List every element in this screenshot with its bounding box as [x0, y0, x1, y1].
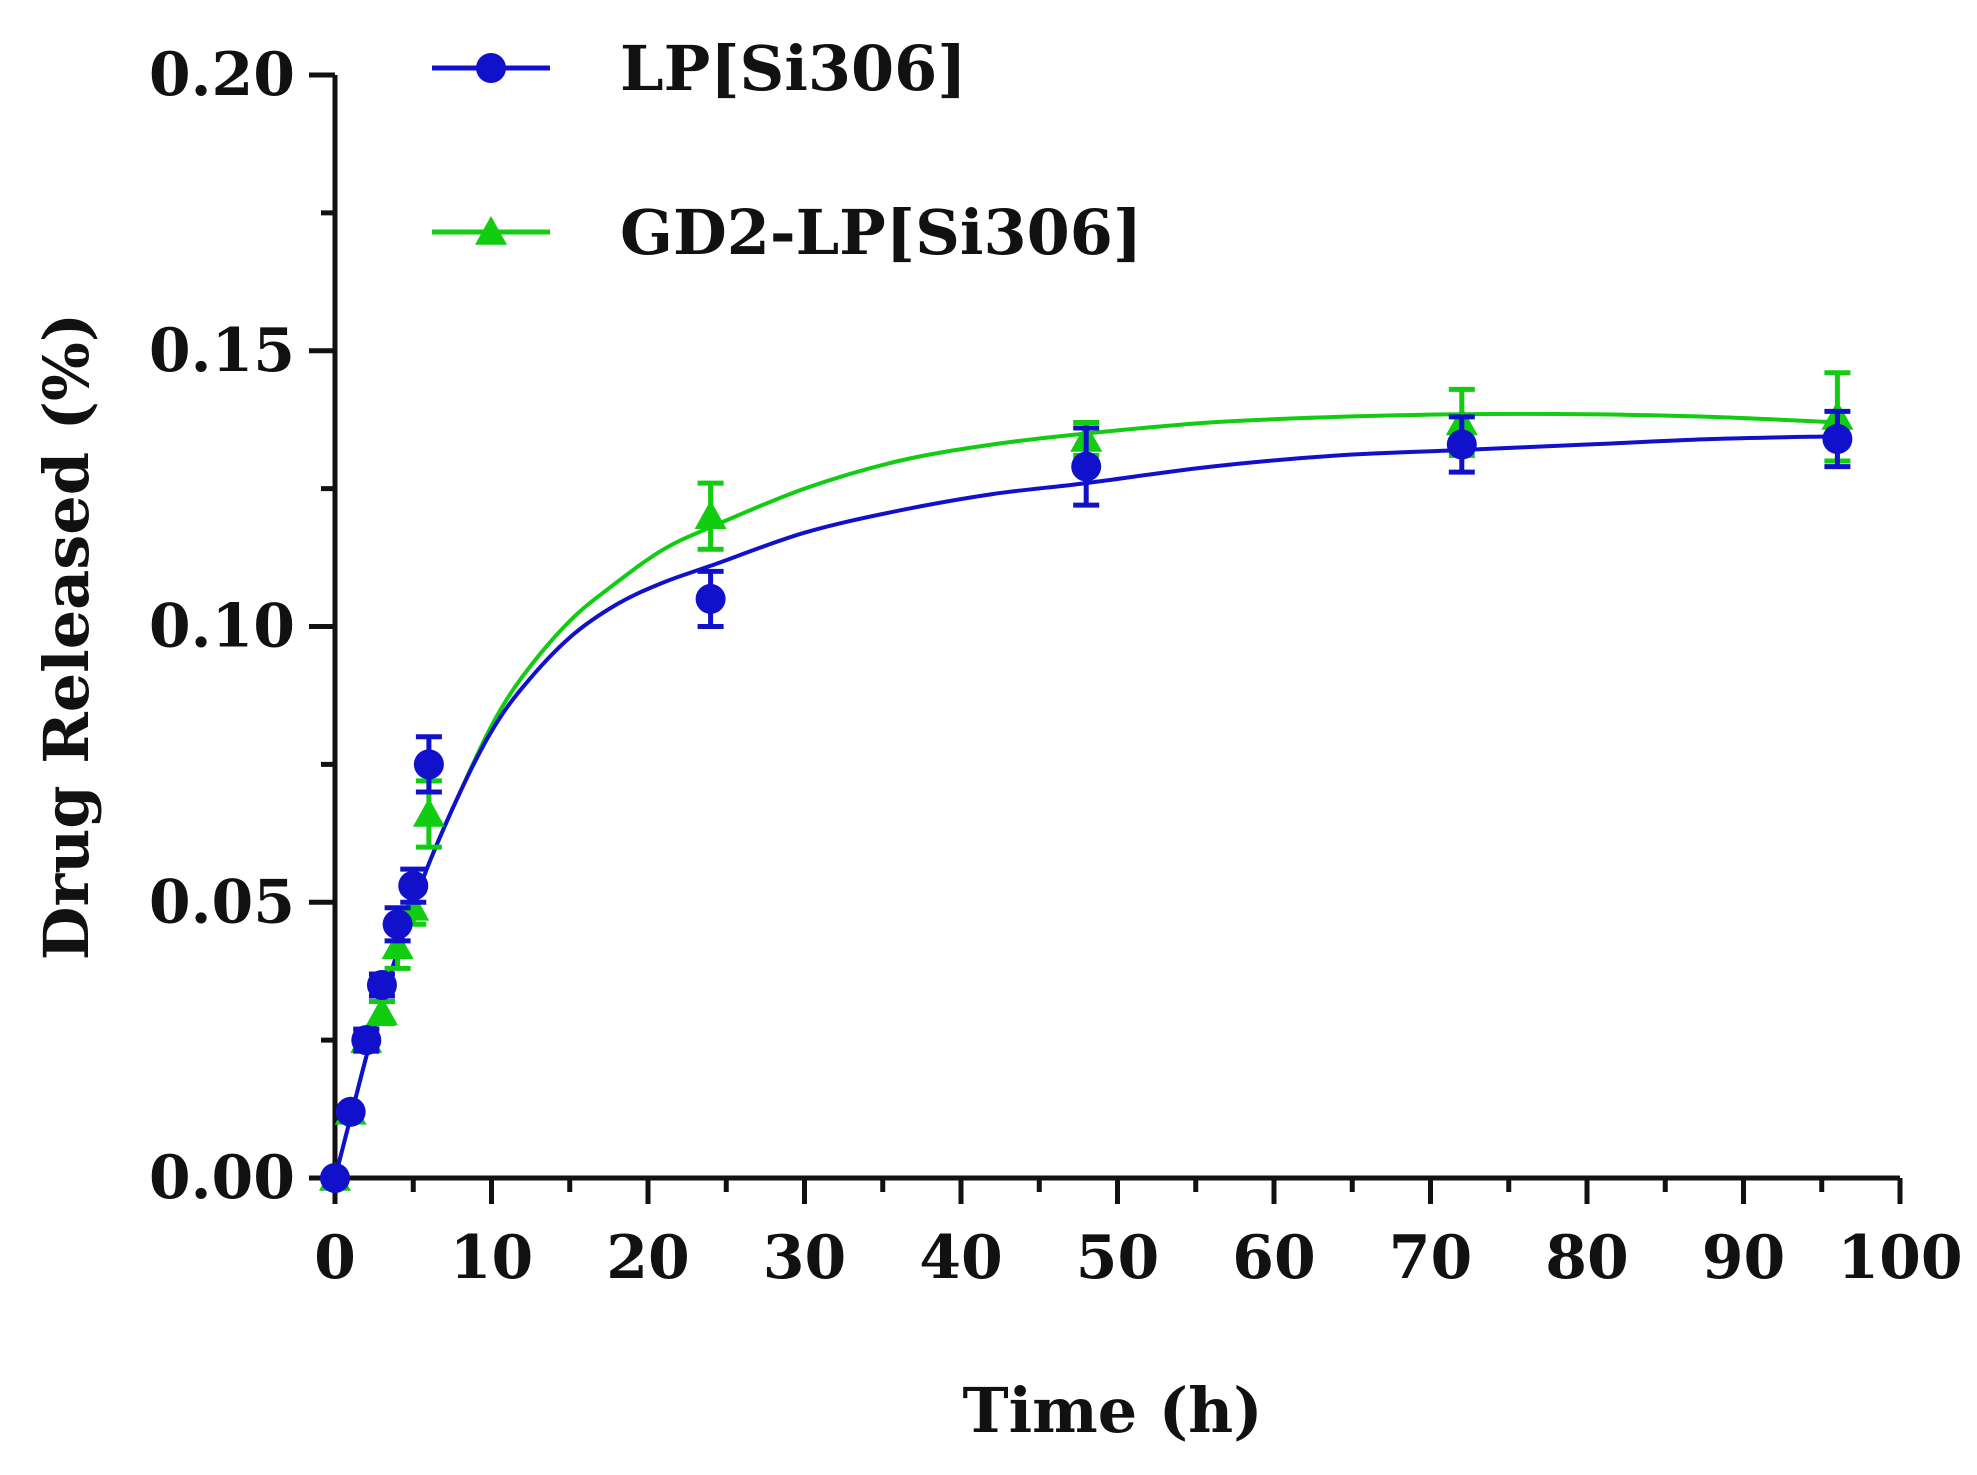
- lp-si306-point: [398, 870, 429, 901]
- y-tick-label: 0.15: [149, 316, 295, 386]
- x-tick-label: 30: [763, 1223, 847, 1293]
- y-axis-title: Drug Released (%): [30, 313, 103, 960]
- lp-si306-point: [1071, 451, 1102, 482]
- lp-si306-point: [320, 1163, 350, 1193]
- y-tick-label: 0.00: [149, 1143, 295, 1213]
- x-tick-label: 20: [606, 1223, 690, 1293]
- axes: 0.00 0.05 0.10 0.15 0.20 0 10 20 30 40 50 60 70 80 90 1…: [30, 40, 1963, 1447]
- x-tick-label: 100: [1837, 1223, 1962, 1293]
- legend-gd2-lp-si306-label: GD2-LP[Si306]: [620, 196, 1142, 269]
- y-tick-label: 0.05: [149, 867, 295, 937]
- legend-lp-si306-label: LP[Si306]: [620, 32, 967, 105]
- y-tick-label: 0.10: [149, 592, 295, 662]
- lp-si306-fit-line: [333, 434, 1838, 1179]
- lp-si306-point: [1446, 429, 1477, 460]
- lp-si306-point: [695, 583, 726, 614]
- x-tick-label: 90: [1702, 1223, 1786, 1293]
- lp-si306-markers: [320, 408, 1853, 1193]
- y-tick-label: 0.20: [149, 40, 295, 110]
- x-tick-label: 50: [1076, 1223, 1160, 1293]
- lp-si306-point: [351, 1025, 382, 1056]
- gd2-lp-si306-point: [381, 930, 414, 960]
- lp-si306-point: [413, 749, 444, 780]
- lp-si306-point: [335, 1096, 366, 1127]
- x-tick-label: 70: [1389, 1223, 1473, 1293]
- data-points: [319, 370, 1854, 1193]
- x-tick-label: 0: [314, 1223, 356, 1293]
- gd2-lp-si306-point: [412, 798, 445, 827]
- gd2-lp-si306-point: [365, 996, 398, 1026]
- lp-si306-point: [366, 969, 397, 1000]
- lp-si306-point: [1822, 423, 1853, 454]
- fit-curves: [333, 411, 1838, 1179]
- x-tick-label: 40: [919, 1223, 1003, 1293]
- x-tick-label: 80: [1545, 1223, 1629, 1293]
- lp-si306-point: [382, 909, 413, 940]
- x-tick-label: 10: [450, 1223, 534, 1293]
- gd2-lp-si306-fit-line: [333, 411, 1838, 1179]
- x-axis-title: Time (h): [962, 1374, 1262, 1447]
- legend-gd2-lp-si306-marker: [475, 216, 507, 245]
- legend: LP[Si306] GD2-LP[Si306]: [432, 32, 1142, 269]
- legend-lp-si306-marker: [476, 53, 506, 83]
- x-tick-label: 60: [1232, 1223, 1316, 1293]
- gd2-lp-si306-point: [694, 500, 727, 529]
